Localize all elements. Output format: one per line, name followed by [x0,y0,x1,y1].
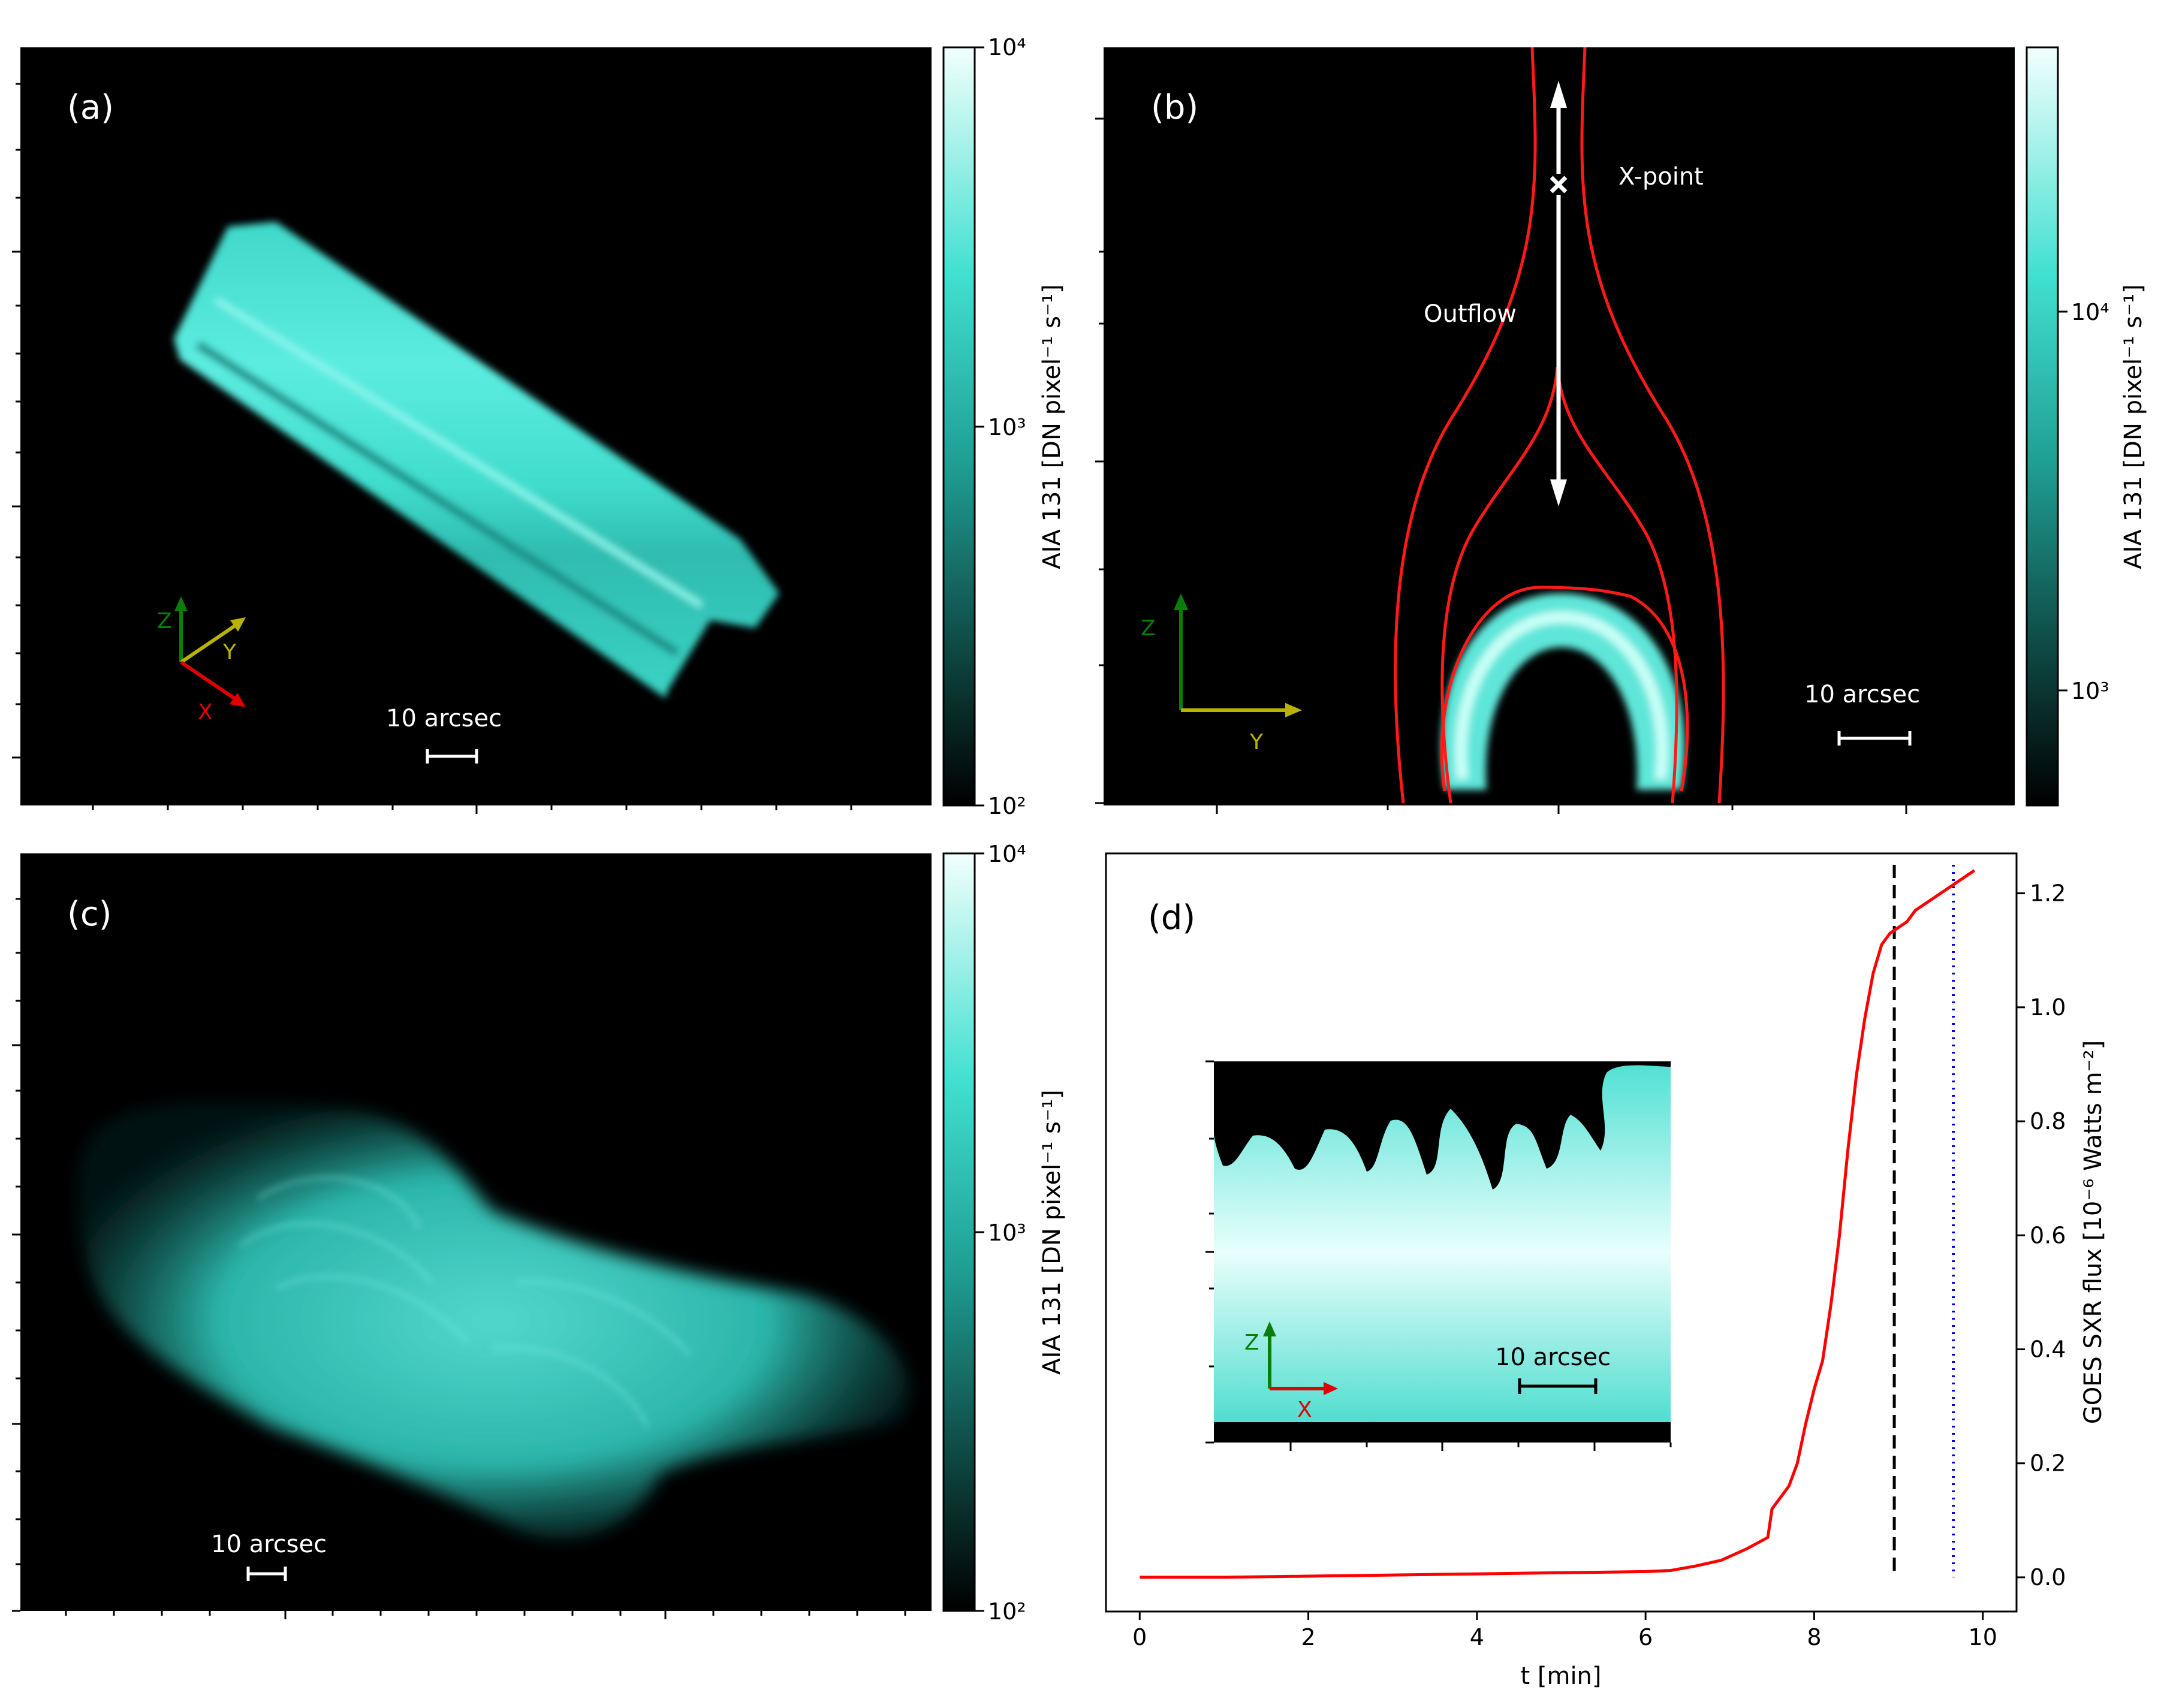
panel-c-cbar-tick-bot: 10² [988,1598,1026,1625]
x-tick-label: 0 [1132,1624,1147,1650]
panel-b-scale-label: 10 arcsec [1804,681,1920,708]
panel-d: (d) 0 2 4 6 8 10 0.0 0.2 0.4 0.6 0.8 1.0 1.2 t [min]… [1105,852,2107,1690]
x-tick-label: 2 [1301,1624,1315,1650]
panel-c-ticks [12,898,906,1619]
panel-a-axes-triad: Z Y X [157,596,246,725]
panel-c-scale-bar [246,1567,287,1581]
panel-d-axis-ticks: 0 2 4 6 8 10 0.0 0.2 0.4 0.6 0.8 1.0 1.2 [1132,880,2066,1650]
panel-c-loop-strands [239,1176,691,1428]
panel-b-label: (b) [1151,88,1198,127]
panel-a-scale-bar [426,749,478,764]
panel-b-cbar-label: AIA 131 [DN pixel⁻¹ s⁻¹] [2120,284,2147,569]
x-tick-label: 10 [1969,1624,1997,1650]
panel-d-chart-marks [1140,865,1976,1579]
y-tick-label: 0.0 [2030,1564,2066,1591]
panel-a-z-label: Z [157,609,172,633]
inset-axes-triad: Z X [1244,1321,1338,1422]
panel-a-flux-rope [174,222,779,698]
panel-b-loop [1441,593,1685,790]
inset-top-dark-region [1214,1061,1671,1190]
panel-a: Z Y X (a) 10 arcsec 10⁴ 10³ 10² AIA 131 … [12,34,1066,819]
panel-d-inset: Z X 10 arcsec [1205,1060,1672,1451]
y-tick-label: 0.4 [2030,1336,2066,1362]
panel-b-field-lines [1394,47,1725,804]
x-tick-label: 4 [1470,1624,1484,1650]
panel-b-ticks [1095,117,1907,814]
panel-b-cbar-tick-top: 10⁴ [2071,299,2109,325]
panel-a-ticks [12,83,852,814]
goes-flux-line [1140,869,1976,1579]
panel-b-outflow-label: Outflow [1424,300,1517,328]
panel-b-xpoint-label: X-point [1618,163,1704,191]
panel-d-ylabel: GOES SXR flux [10⁻⁶ Watts m⁻²] [2079,1040,2107,1425]
panel-b: X-point Outflow Z Y (b) 10 arcsec 10⁴ 10… [1095,46,2147,814]
panel-a-scale-label: 10 arcsec [386,705,502,732]
x-tick-label: 8 [1807,1624,1821,1650]
panel-b-scale-bar [1837,731,1912,746]
panel-b-y-label: Y [1249,730,1264,755]
panel-c-cbar-label: AIA 131 [DN pixel⁻¹ s⁻¹] [1038,1090,1066,1374]
inset-bottom-band [1214,1422,1671,1443]
panel-c-cbar-tick-mid: 10³ [988,1220,1026,1246]
panel-b-cbar-tick-bot: 10³ [2071,678,2109,704]
panel-a-cbar-tick-top: 10⁴ [988,34,1026,61]
y-tick-label: 0.6 [2030,1222,2066,1248]
panel-d-label: (d) [1148,898,1195,937]
panel-c: (c) 10 arcsec 10⁴ 10³ 10² AIA 131 [DN pi… [12,841,1066,1625]
inset-scale-label: 10 arcsec [1495,1344,1611,1371]
inset-z-label: Z [1244,1330,1259,1355]
panel-b-colorbar: 10⁴ 10³ AIA 131 [DN pixel⁻¹ s⁻¹] [2026,46,2147,807]
y-tick-label: 0.2 [2030,1450,2066,1477]
panel-b-outflow-arrows [1550,81,1568,506]
panel-a-colorbar: 10⁴ 10³ 10² AIA 131 [DN pixel⁻¹ s⁻¹] [942,34,1066,819]
panel-c-flare-ribbons [77,1102,909,1539]
panel-c-colorbar: 10⁴ 10³ 10² AIA 131 [DN pixel⁻¹ s⁻¹] [942,841,1066,1625]
panel-a-y-label: Y [222,640,237,665]
inset-scale-bar [1518,1378,1598,1394]
panel-a-label: (a) [67,88,114,127]
panel-d-xlabel: t [min] [1520,1662,1601,1690]
panel-a-cbar-tick-bot: 10² [988,793,1026,819]
panel-b-z-label: Z [1141,616,1156,641]
panel-a-cbar-label: AIA 131 [DN pixel⁻¹ s⁻¹] [1038,284,1066,569]
x-point-marker [1550,176,1568,194]
panel-a-x-label: X [198,700,213,725]
inset-x-label: X [1297,1398,1312,1422]
y-tick-label: 1.2 [2030,880,2066,907]
inset-ticks [1205,1060,1672,1451]
panel-c-cbar-tick-top: 10⁴ [988,841,1026,867]
panel-a-cbar-tick-mid: 10³ [988,414,1026,440]
panel-c-scale-label: 10 arcsec [211,1531,327,1558]
y-tick-label: 1.0 [2030,994,2066,1021]
x-tick-label: 6 [1638,1624,1653,1650]
panel-b-axes-triad: Z Y [1141,593,1302,755]
panel-c-label: (c) [67,895,111,934]
y-tick-label: 0.8 [2030,1108,2066,1134]
